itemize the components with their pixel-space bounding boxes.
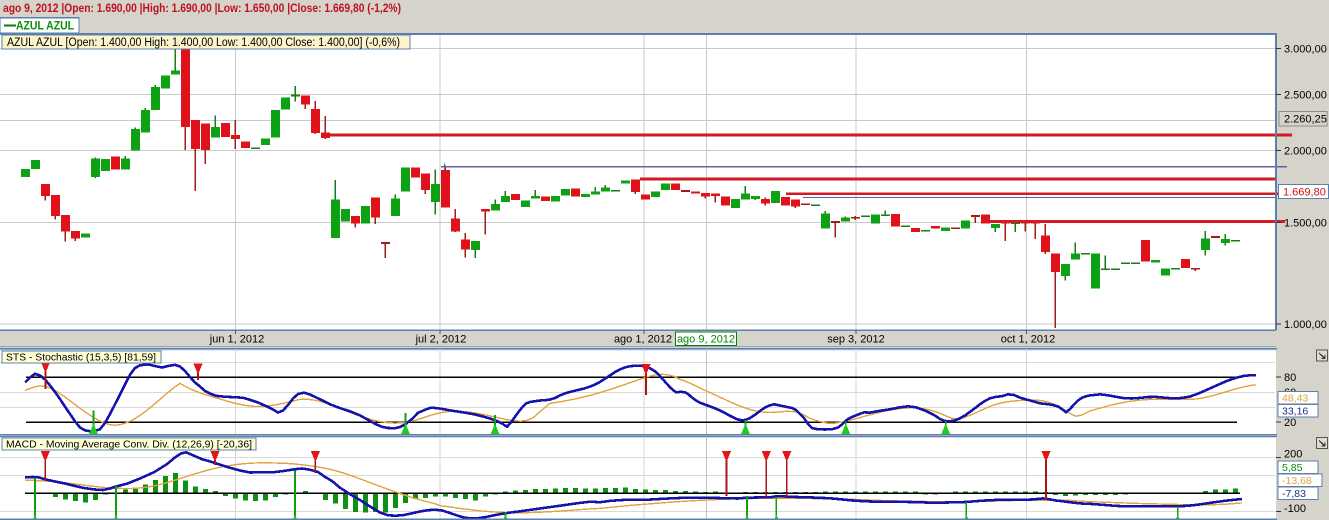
svg-text:STS - Stochastic (15,3,5) [81,: STS - Stochastic (15,3,5) [81,59] (6, 353, 156, 364)
svg-text:sep 3, 2012: sep 3, 2012 (827, 334, 885, 346)
svg-text:oct 1, 2012: oct 1, 2012 (1001, 334, 1055, 346)
svg-text:AZUL AZUL [Open: 1.400,00 Hig: AZUL AZUL [Open: 1.400,00 High: 1.400,00… (7, 37, 400, 49)
svg-text:33,16: 33,16 (1282, 405, 1308, 417)
svg-text:1.669,80: 1.669,80 (1283, 187, 1326, 199)
svg-text:2.260,25: 2.260,25 (1284, 114, 1327, 126)
svg-text:-13,68: -13,68 (1282, 475, 1312, 487)
svg-text:MACD - Moving Average Conv. Di: MACD - Moving Average Conv. Div. (12,26,… (6, 440, 252, 451)
svg-text:48,43: 48,43 (1282, 393, 1308, 405)
svg-text:5,85: 5,85 (1282, 462, 1303, 474)
svg-text:ago 1, 2012: ago 1, 2012 (614, 334, 672, 346)
svg-text:-7,83: -7,83 (1282, 488, 1306, 500)
svg-text:jul 2, 2012: jul 2, 2012 (415, 334, 467, 346)
svg-text:1.000,00: 1.000,00 (1284, 319, 1327, 331)
svg-text:jun 1, 2012: jun 1, 2012 (209, 334, 264, 346)
svg-text:-100: -100 (1284, 503, 1306, 515)
svg-text:1.500,00: 1.500,00 (1284, 218, 1327, 230)
svg-text:2.500,00: 2.500,00 (1284, 90, 1327, 102)
svg-text:ago 9, 2012 |Open: 1.690,00 |H: ago 9, 2012 |Open: 1.690,00 |High: 1.690… (3, 3, 401, 15)
svg-text:20: 20 (1284, 417, 1296, 429)
svg-text:3.000,00: 3.000,00 (1284, 44, 1327, 56)
svg-text:ago 9, 2012: ago 9, 2012 (677, 334, 735, 346)
svg-text:AZUL AZUL: AZUL AZUL (16, 21, 74, 33)
svg-text:80: 80 (1284, 372, 1296, 384)
svg-text:200: 200 (1284, 449, 1302, 461)
svg-text:2.000,00: 2.000,00 (1284, 146, 1327, 158)
